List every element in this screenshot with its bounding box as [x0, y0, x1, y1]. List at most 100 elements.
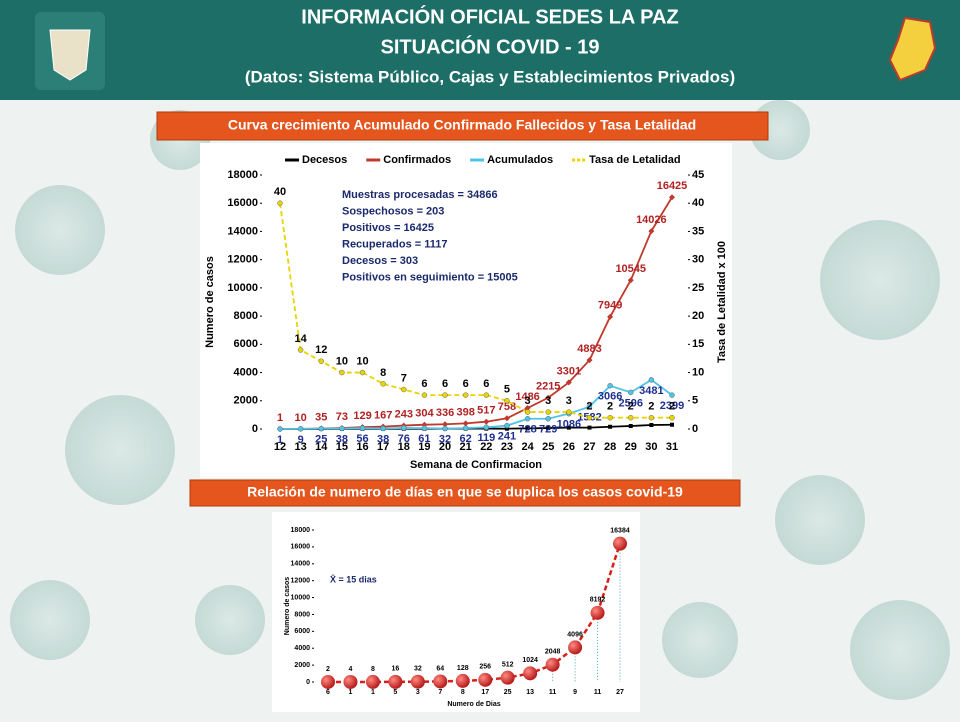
- point: [586, 414, 593, 421]
- data-label: 728: [518, 424, 536, 436]
- point: [607, 414, 613, 421]
- y2-tick-label: 10: [692, 366, 704, 378]
- data-label: 2215: [536, 381, 560, 393]
- legend-label: Decesos: [302, 154, 347, 166]
- data-label: 62: [460, 433, 472, 445]
- point: [613, 536, 627, 551]
- legend-label: Tasa de Letalidad: [589, 154, 681, 166]
- y-tick-label: 2000: [234, 395, 258, 407]
- data-label: 517: [477, 405, 495, 417]
- data-label: 10: [336, 355, 348, 367]
- data-label: 35: [315, 411, 327, 423]
- x-tick-label: 8: [461, 689, 465, 696]
- point: [523, 666, 538, 681]
- x-tick-label: 1: [349, 689, 353, 696]
- point: [297, 426, 304, 432]
- x-tick-label: 3: [416, 689, 420, 696]
- data-label: 243: [395, 408, 413, 420]
- data-label: 729: [539, 424, 557, 436]
- header-source: (Datos: Sistema Público, Cajas y Estable…: [245, 67, 735, 86]
- section-title: Curva crecimiento Acumulado Confirmado F…: [228, 117, 696, 133]
- point: [545, 409, 551, 415]
- section-bar: [156, 111, 769, 141]
- y-tick-label: 2000: [294, 662, 310, 669]
- y-tick-label: 8000: [294, 611, 310, 618]
- data-label: 304: [415, 408, 434, 420]
- data-label: 16425: [657, 180, 688, 192]
- data-label: 14026: [636, 214, 667, 226]
- data-label: 3: [566, 395, 572, 407]
- point: [297, 347, 304, 353]
- data-label: 7: [401, 372, 407, 384]
- point: [627, 414, 634, 421]
- point: [455, 673, 470, 688]
- x-tick-label: 17: [481, 689, 489, 696]
- y2-tick-label: 25: [692, 282, 704, 294]
- data-label: 2: [586, 401, 592, 413]
- data-label: 129: [353, 410, 371, 422]
- annotation: Muestras procesadas = 34866: [342, 189, 498, 201]
- point: [669, 392, 675, 398]
- logo-right: [888, 16, 937, 82]
- data-label: 1: [277, 434, 283, 446]
- data-label: 2596: [618, 397, 642, 409]
- data-label: 38: [336, 433, 348, 445]
- x-tick-label: 7: [438, 689, 442, 696]
- data-label: 6: [463, 378, 469, 390]
- data-label: 14: [295, 333, 308, 345]
- y2-tick-label: 20: [692, 310, 704, 322]
- legend-label: Acumulados: [487, 154, 553, 166]
- point: [566, 409, 572, 415]
- logo-shield: [49, 29, 91, 81]
- data-label: 119: [477, 432, 495, 444]
- data-label: 32: [439, 433, 451, 445]
- point: [359, 369, 366, 376]
- x-tick-label: 13: [295, 441, 307, 453]
- data-label: 25: [315, 434, 327, 446]
- data-label: 2048: [545, 649, 561, 656]
- point: [524, 409, 531, 415]
- point: [433, 674, 448, 689]
- point: [607, 313, 614, 320]
- point: [504, 398, 510, 404]
- data-label: 1024: [522, 657, 538, 664]
- y-tick-label: 0: [306, 679, 310, 686]
- data-label: 6: [442, 378, 448, 390]
- point: [649, 423, 654, 428]
- point: [590, 605, 605, 620]
- point: [546, 426, 551, 431]
- point: [277, 426, 283, 432]
- data-label: 16384: [610, 527, 630, 534]
- y2-tick-label: 0: [692, 423, 698, 435]
- data-label: 3481: [639, 385, 663, 397]
- point: [462, 420, 469, 427]
- annotation: Recuperados = 1117: [342, 238, 447, 250]
- point: [343, 674, 358, 689]
- y-tick-label: 16000: [291, 544, 311, 551]
- header-subtitle: SITUACIÓN COVID - 19: [381, 34, 600, 58]
- point: [627, 389, 634, 396]
- data-label: 1486: [515, 391, 539, 403]
- point: [462, 425, 469, 431]
- point: [339, 425, 345, 432]
- annotation: Decesos = 303: [342, 255, 418, 267]
- point: [669, 194, 675, 201]
- x-axis-label: Semana de Confirmacion: [410, 459, 542, 471]
- point: [339, 369, 345, 376]
- x-tick-label: 18: [398, 441, 410, 453]
- point: [478, 672, 493, 687]
- y2-tick-label: 35: [692, 225, 704, 237]
- data-label: 10: [356, 355, 368, 367]
- x-tick-label: 21: [460, 441, 472, 453]
- point: [545, 657, 560, 672]
- data-label: 1086: [557, 419, 581, 431]
- x-tick-label: 9: [573, 689, 577, 696]
- point: [380, 381, 386, 387]
- point: [388, 674, 403, 689]
- data-label: 167: [374, 410, 392, 422]
- data-label: 2399: [660, 400, 684, 412]
- y-tick-label: 4000: [294, 645, 310, 652]
- data-label: 512: [502, 662, 514, 669]
- y2-tick-label: 40: [692, 197, 704, 209]
- y-tick-label: 18000: [227, 169, 258, 181]
